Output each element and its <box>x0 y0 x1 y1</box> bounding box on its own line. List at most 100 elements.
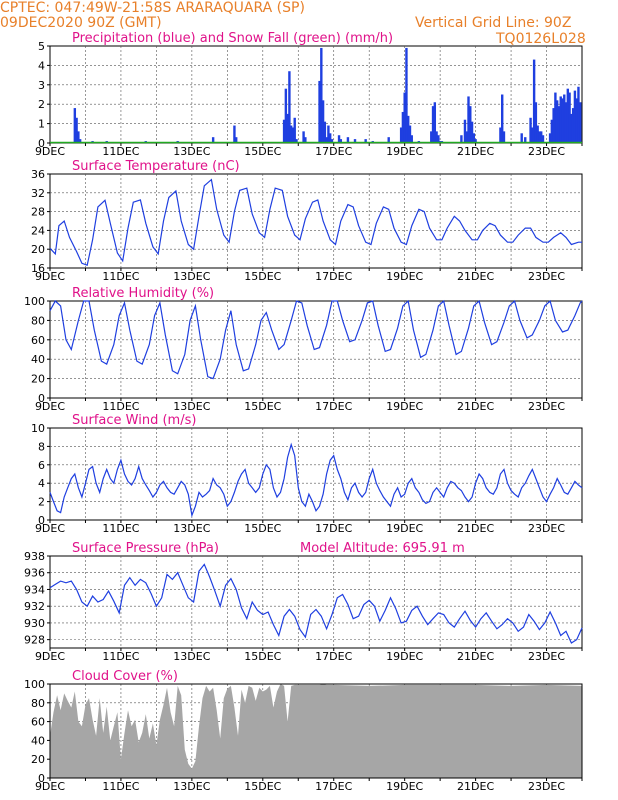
series-line <box>49 442 583 518</box>
precip-bar <box>431 106 435 143</box>
y-tick-label: 20 <box>31 373 45 386</box>
y-tick-label: 10 <box>31 422 45 435</box>
panel-title: Precipitation (blue) and Snow Fall (gree… <box>72 31 393 46</box>
precip-bar <box>410 135 413 143</box>
y-tick-label: 928 <box>24 634 45 647</box>
precip-bar <box>327 125 330 143</box>
precip-bar <box>77 131 80 143</box>
precip-bar <box>293 117 296 143</box>
precip-bar <box>435 131 438 143</box>
precip-bar <box>73 108 77 143</box>
y-tick-label: 24 <box>31 224 45 237</box>
x-tick-label: 9DEC <box>35 522 65 535</box>
precip-bar <box>282 119 286 143</box>
y-tick-label: 32 <box>31 187 45 200</box>
y-tick-label: 60 <box>31 334 45 347</box>
precip-bar <box>318 80 321 143</box>
precip-bar <box>559 96 562 143</box>
precip-bar <box>211 137 215 143</box>
precip-bar <box>501 94 504 143</box>
precip-bar <box>286 113 289 143</box>
x-tick-label: 21DEC <box>457 650 494 663</box>
precip-bar <box>540 131 543 143</box>
y-tick-label: 2 <box>38 98 45 111</box>
precip-bar <box>387 137 390 143</box>
precip-bar <box>579 102 582 143</box>
x-tick-label: 23DEC <box>528 522 565 535</box>
precip-bar <box>75 117 78 143</box>
precip-bar <box>328 133 332 143</box>
precip-bar <box>430 131 433 143</box>
precip-bar <box>78 139 82 143</box>
panel-frame <box>49 300 583 399</box>
station-header: CPTEC: 047:49W-21:58S ARARAQUARA (SP) <box>0 0 305 16</box>
model-altitude-label: Model Altitude: 695.91 m <box>300 541 465 556</box>
y-tick-label: 20 <box>31 243 45 256</box>
precip-bar <box>405 47 408 143</box>
precip-bar <box>233 125 236 143</box>
y-tick-label: 0 <box>38 392 45 405</box>
series-line <box>49 563 583 644</box>
x-tick-label: 15DEC <box>244 522 281 535</box>
y-tick-label: 938 <box>24 550 45 563</box>
run-datetime: 09DEC2020 90Z (GMT) <box>0 15 162 31</box>
precip-bar <box>460 135 463 143</box>
x-tick-label: 13DEC <box>173 522 210 535</box>
x-tick-label: 17DEC <box>315 650 352 663</box>
y-tick-label: 80 <box>31 314 45 327</box>
precip-bar <box>566 88 570 143</box>
precip-bar <box>524 137 527 143</box>
precip-bar <box>538 131 541 143</box>
precip-bar <box>339 139 343 143</box>
precip-bar <box>284 88 288 143</box>
x-tick-label: 19DEC <box>386 522 423 535</box>
x-tick-label: 11DEC <box>102 650 139 663</box>
precip-bar <box>463 119 467 143</box>
precip-bar <box>554 92 557 143</box>
x-tick-label: 11DEC <box>102 270 139 283</box>
panel-frame <box>49 173 583 269</box>
y-tick-label: 3 <box>38 79 45 92</box>
precip-bar <box>465 131 468 143</box>
precip-bar <box>295 139 298 143</box>
precip-bar <box>289 125 293 143</box>
precip-bar <box>570 113 573 143</box>
x-tick-label: 19DEC <box>386 270 423 283</box>
x-tick-label: 11DEC <box>102 780 139 793</box>
precip-bar <box>520 133 523 143</box>
y-tick-label: 0 <box>38 514 45 527</box>
x-tick-label: 17DEC <box>315 522 352 535</box>
x-tick-label: 9DEC <box>35 780 65 793</box>
x-tick-label: 9DEC <box>35 270 65 283</box>
y-tick-label: 40 <box>31 734 45 747</box>
x-tick-label: 9DEC <box>35 145 65 158</box>
panel-frame <box>49 683 583 779</box>
precip-bar <box>564 102 568 143</box>
x-tick-label: 21DEC <box>457 145 494 158</box>
x-tick-label: 9DEC <box>35 400 65 413</box>
x-tick-label: 9DEC <box>35 650 65 663</box>
precip-bar <box>346 137 350 143</box>
x-tick-label: 11DEC <box>102 400 139 413</box>
precip-bar <box>532 59 536 143</box>
precip-bar <box>320 47 323 143</box>
precip-bar <box>330 139 334 143</box>
precip-bar <box>557 106 561 143</box>
precip-bar <box>541 135 545 143</box>
precip-bar <box>502 131 506 143</box>
precip-bar <box>407 115 410 143</box>
y-tick-label: 930 <box>24 617 45 630</box>
precip-bar <box>433 102 437 143</box>
y-tick-label: 0 <box>38 137 45 150</box>
y-tick-label: 5 <box>38 40 45 53</box>
y-tick-label: 16 <box>31 262 45 275</box>
x-tick-label: 19DEC <box>386 650 423 663</box>
precip-bar <box>548 133 552 143</box>
x-tick-label: 23DEC <box>528 780 565 793</box>
precip-bar <box>474 139 477 143</box>
precip-bar <box>291 127 295 143</box>
panel-title: Relative Humidity (%) <box>72 286 214 301</box>
precip-bar <box>337 135 341 143</box>
precip-bar <box>304 137 307 143</box>
precip-bar <box>469 106 472 143</box>
